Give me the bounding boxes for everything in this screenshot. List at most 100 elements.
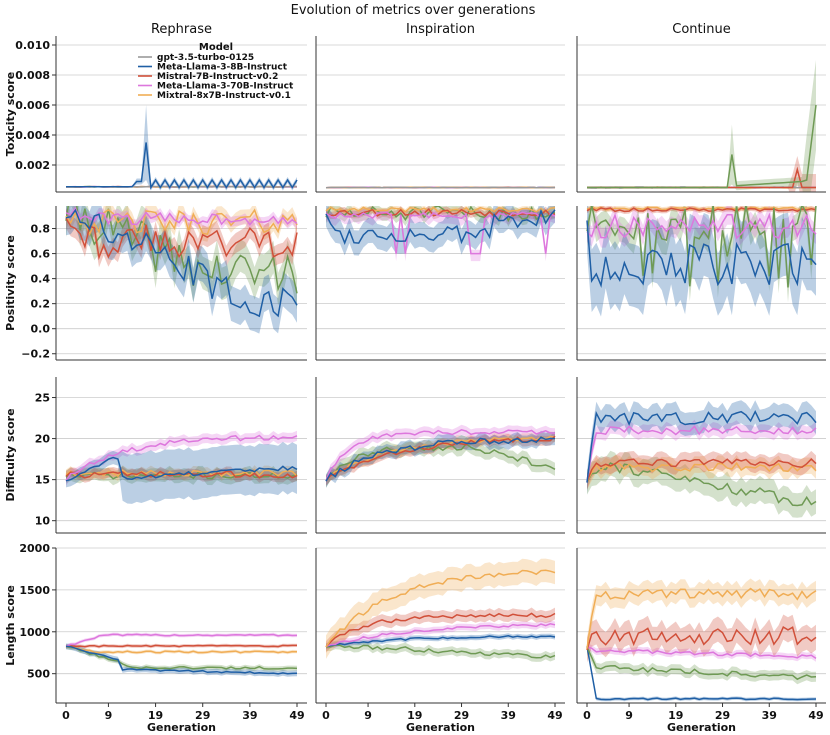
x-axis-title: Generation [406, 721, 475, 734]
series-line [66, 142, 298, 190]
confidence-band [66, 206, 297, 230]
y-tick-label: 0.008 [15, 69, 50, 82]
confidence-band [587, 206, 816, 248]
panel-difficulty-inspiration [315, 377, 565, 534]
panel-length-inspiration: 0 9 19 29 39 49 Generation [315, 547, 565, 734]
x-tick-label: 39 [762, 709, 777, 722]
series-line [586, 646, 817, 660]
column-title: Inspiration [406, 22, 475, 37]
series-group [325, 558, 556, 662]
confidence-band [66, 206, 297, 334]
series-line [325, 442, 556, 482]
series-line [325, 211, 556, 255]
y-axis-title: Length score [4, 585, 17, 666]
series-line [65, 208, 298, 318]
series-line [586, 646, 817, 701]
series-line [325, 436, 556, 482]
y-tick-label: 20 [35, 433, 51, 446]
series-line [586, 587, 817, 649]
x-tick-label: 19 [148, 709, 163, 722]
y-tick-label: 500 [27, 668, 50, 681]
y-axis-title: Toxicity score [4, 72, 17, 157]
y-tick-label: 0.002 [15, 159, 50, 172]
y-tick-label: 1500 [19, 584, 50, 597]
y-tick-label: 0.004 [15, 129, 50, 142]
panel-length-continue: 0 9 19 29 39 49 Generation [576, 547, 826, 734]
series-line [586, 626, 817, 651]
series-line [65, 434, 298, 482]
confidence-band [66, 643, 297, 677]
series-group [325, 186, 556, 189]
x-tick-label: 29 [715, 709, 730, 722]
y-tick-label: 1000 [19, 626, 50, 639]
series-line [586, 410, 817, 483]
y-tick-label: 15 [35, 474, 50, 487]
y-axis-title: Positivity score [4, 235, 17, 331]
panel-positivity-rephrase: −0.2 0.0 0.2 0.4 0.6 0.8 [21, 206, 307, 361]
series-line [586, 207, 817, 213]
legend-entry-label: Mixtral-8x7B-Instruct-v0.1 [157, 91, 291, 101]
panel-difficulty-continue [576, 377, 826, 534]
series-line [325, 206, 556, 214]
panel-difficulty-rephrase: 10 15 20 25 [35, 377, 307, 534]
series-line [65, 206, 298, 294]
series-line [65, 456, 298, 482]
confidence-band [587, 60, 816, 192]
x-axis-title: Generation [147, 721, 216, 734]
series-line [586, 646, 817, 681]
panel-toxicity-inspiration: Inspiration [315, 22, 565, 193]
series-line [65, 645, 298, 670]
panel-positivity-inspiration [315, 206, 565, 361]
series-line [65, 218, 298, 261]
series-line [325, 186, 556, 189]
confidence-band [326, 206, 555, 227]
y-tick-label: 0.0 [31, 323, 51, 336]
series-line [65, 207, 298, 226]
y-tick-label: 0.6 [31, 248, 51, 261]
x-tick-label: 49 [289, 709, 304, 722]
confidence-band [587, 206, 816, 317]
confidence-band [326, 431, 555, 486]
y-axis-title: Difficulty score [4, 408, 17, 501]
legend-entry-label: Meta-Llama-3-8B-Instruct [157, 63, 288, 73]
y-tick-label: −0.2 [21, 348, 50, 361]
confidence-band [587, 450, 816, 490]
series-group [65, 105, 298, 191]
x-tick-label: 49 [547, 709, 562, 722]
x-tick-label: 9 [105, 709, 113, 722]
confidence-band [66, 441, 297, 504]
x-tick-label: 19 [668, 709, 683, 722]
legend-entry-label: Mistral-7B-Instruct-v0.2 [157, 72, 278, 82]
confidence-band [587, 578, 816, 659]
confidence-band [326, 430, 555, 488]
x-tick-label: 0 [583, 709, 591, 722]
y-tick-label: 0.2 [31, 298, 51, 311]
series-line [586, 212, 817, 240]
confidence-band [587, 400, 816, 495]
series-line [65, 645, 298, 654]
legend: Modelgpt-3.5-turbo-0125Meta-Llama-3-8B-I… [138, 42, 294, 101]
x-tick-label: 0 [322, 709, 330, 722]
series-group [65, 430, 298, 504]
series-group [586, 206, 817, 317]
x-tick-label: 49 [808, 709, 823, 722]
legend-title: Model [199, 42, 233, 53]
series-line [65, 645, 298, 675]
series-line [325, 635, 556, 648]
series-line [325, 644, 556, 659]
confidence-band [326, 558, 555, 659]
series-line [586, 458, 817, 482]
x-axis-title: Generation [667, 721, 736, 734]
series-group [586, 578, 817, 702]
x-tick-label: 29 [195, 709, 210, 722]
series-group [65, 632, 298, 677]
series-group [325, 206, 556, 262]
legend-entry-label: gpt-3.5-turbo-0125 [157, 53, 254, 63]
series-line [586, 461, 817, 482]
x-tick-label: 29 [454, 709, 469, 722]
y-tick-label: 0.8 [31, 223, 51, 236]
series-line [586, 206, 817, 288]
x-tick-label: 39 [501, 709, 516, 722]
series-line [586, 462, 817, 507]
